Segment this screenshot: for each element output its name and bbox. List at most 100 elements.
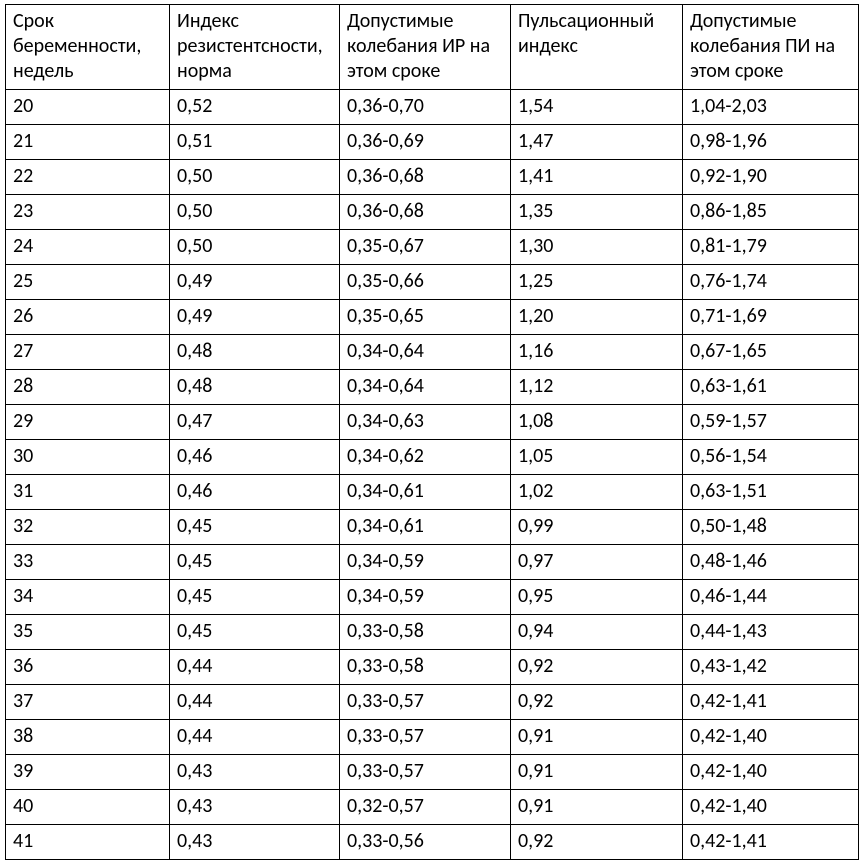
table-cell: 24 (6, 230, 170, 265)
table-row: 200,520,36-0,701,541,04-2,03 (6, 90, 859, 125)
table-cell: 0,92 (511, 685, 683, 720)
table-cell: 0,92 (511, 650, 683, 685)
table-cell: 34 (6, 580, 170, 615)
table-row: 210,510,36-0,691,470,98-1,96 (6, 125, 859, 160)
table-cell: 0,34-0,63 (340, 405, 511, 440)
table-cell: 0,35-0,67 (340, 230, 511, 265)
table-header-row: Срок беременности, недель Индекс резисте… (6, 5, 859, 90)
table-row: 260,490,35-0,651,200,71-1,69 (6, 300, 859, 335)
table-cell: 0,48-1,46 (683, 545, 859, 580)
table-row: 290,470,34-0,631,080,59-1,57 (6, 405, 859, 440)
table-cell: 0,42-1,40 (683, 790, 859, 825)
table-cell: 1,54 (511, 90, 683, 125)
table-cell: 0,47 (170, 405, 340, 440)
table-row: 410,430,33-0,560,920,42-1,41 (6, 825, 859, 860)
table-cell: 1,35 (511, 195, 683, 230)
table-cell: 22 (6, 160, 170, 195)
table-cell: 0,36-0,68 (340, 195, 511, 230)
table-cell: 0,42-1,40 (683, 755, 859, 790)
table-cell: 0,91 (511, 755, 683, 790)
table-cell: 1,12 (511, 370, 683, 405)
col-header-ir: Индекс резистентсности, норма (170, 5, 340, 90)
table-row: 360,440,33-0,580,920,43-1,42 (6, 650, 859, 685)
table-cell: 25 (6, 265, 170, 300)
table-cell: 1,02 (511, 475, 683, 510)
table-cell: 0,33-0,57 (340, 720, 511, 755)
table-cell: 0,44-1,43 (683, 615, 859, 650)
table-cell: 36 (6, 650, 170, 685)
table-cell: 0,49 (170, 300, 340, 335)
table-row: 400,430,32-0,570,910,42-1,40 (6, 790, 859, 825)
table-cell: 40 (6, 790, 170, 825)
table-cell: 0,42-1,40 (683, 720, 859, 755)
table-cell: 1,30 (511, 230, 683, 265)
col-header-ir-rng: Допустимые колебания ИР на этом сроке (340, 5, 511, 90)
table-cell: 0,36-0,70 (340, 90, 511, 125)
table-head: Срок беременности, недель Индекс резисте… (6, 5, 859, 90)
table-cell: 41 (6, 825, 170, 860)
table-cell: 0,92-1,90 (683, 160, 859, 195)
table-cell: 0,36-0,69 (340, 125, 511, 160)
table-cell: 31 (6, 475, 170, 510)
table-cell: 0,33-0,57 (340, 685, 511, 720)
table-cell: 0,86-1,85 (683, 195, 859, 230)
table-cell: 0,45 (170, 510, 340, 545)
table-row: 230,500,36-0,681,350,86-1,85 (6, 195, 859, 230)
table-cell: 0,42-1,41 (683, 685, 859, 720)
table-cell: 0,43 (170, 790, 340, 825)
table-cell: 0,33-0,58 (340, 615, 511, 650)
table-cell: 1,20 (511, 300, 683, 335)
table-row: 270,480,34-0,641,160,67-1,65 (6, 335, 859, 370)
table-cell: 0,63-1,51 (683, 475, 859, 510)
table-cell: 1,05 (511, 440, 683, 475)
table-cell: 0,92 (511, 825, 683, 860)
table-cell: 0,45 (170, 580, 340, 615)
table-cell: 0,34-0,64 (340, 370, 511, 405)
table-cell: 0,97 (511, 545, 683, 580)
table-cell: 0,45 (170, 615, 340, 650)
table-cell: 0,46 (170, 440, 340, 475)
table-cell: 28 (6, 370, 170, 405)
table-cell: 1,04-2,03 (683, 90, 859, 125)
table-row: 280,480,34-0,641,120,63-1,61 (6, 370, 859, 405)
table-cell: 0,50 (170, 230, 340, 265)
table-body: 200,520,36-0,701,541,04-2,03210,510,36-0… (6, 90, 859, 860)
table-cell: 27 (6, 335, 170, 370)
table-cell: 1,47 (511, 125, 683, 160)
table-row: 240,500,35-0,671,300,81-1,79 (6, 230, 859, 265)
table-cell: 0,98-1,96 (683, 125, 859, 160)
table-cell: 37 (6, 685, 170, 720)
table-cell: 1,25 (511, 265, 683, 300)
table-cell: 0,48 (170, 370, 340, 405)
table-cell: 23 (6, 195, 170, 230)
table-cell: 0,67-1,65 (683, 335, 859, 370)
table-row: 390,430,33-0,570,910,42-1,40 (6, 755, 859, 790)
table-cell: 0,56-1,54 (683, 440, 859, 475)
table-cell: 0,34-0,61 (340, 510, 511, 545)
table-cell: 30 (6, 440, 170, 475)
table-cell: 0,95 (511, 580, 683, 615)
table-cell: 0,52 (170, 90, 340, 125)
table-cell: 0,32-0,57 (340, 790, 511, 825)
table-cell: 0,44 (170, 650, 340, 685)
table-cell: 32 (6, 510, 170, 545)
table-cell: 0,43 (170, 825, 340, 860)
table-cell: 0,59-1,57 (683, 405, 859, 440)
table-cell: 0,44 (170, 685, 340, 720)
table-cell: 26 (6, 300, 170, 335)
col-header-week: Срок беременности, недель (6, 5, 170, 90)
table-cell: 33 (6, 545, 170, 580)
table-cell: 29 (6, 405, 170, 440)
table-cell: 38 (6, 720, 170, 755)
table-cell: 39 (6, 755, 170, 790)
table-cell: 0,45 (170, 545, 340, 580)
table-cell: 0,33-0,58 (340, 650, 511, 685)
col-header-pi-rng: Допустимые колебания ПИ на этом сроке (683, 5, 859, 90)
table-cell: 0,34-0,59 (340, 545, 511, 580)
table-cell: 0,34-0,64 (340, 335, 511, 370)
table-row: 370,440,33-0,570,920,42-1,41 (6, 685, 859, 720)
table-cell: 0,76-1,74 (683, 265, 859, 300)
table-cell: 0,81-1,79 (683, 230, 859, 265)
table-row: 340,450,34-0,590,950,46-1,44 (6, 580, 859, 615)
table-row: 380,440,33-0,570,910,42-1,40 (6, 720, 859, 755)
